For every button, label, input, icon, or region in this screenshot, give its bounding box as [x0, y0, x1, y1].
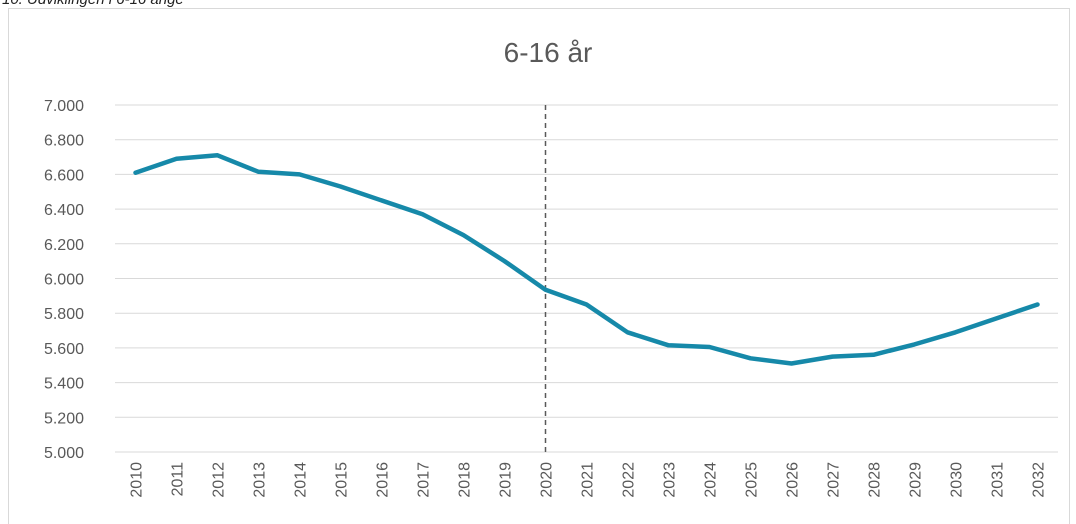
chart-frame — [8, 8, 1070, 524]
chart-title: 6-16 år — [504, 37, 593, 68]
x-tick-label: 2016 — [375, 462, 392, 498]
x-tick-label: 2027 — [826, 462, 843, 498]
y-tick-label: 6.400 — [44, 202, 84, 219]
x-tick-label: 2013 — [252, 462, 269, 498]
x-tick-label: 2024 — [703, 462, 720, 498]
y-tick-label: 6.000 — [44, 272, 84, 289]
x-tick-label: 2011 — [170, 462, 187, 497]
y-tick-label: 6.800 — [44, 133, 84, 150]
x-tick-label: 2019 — [498, 462, 515, 498]
x-tick-label: 2010 — [129, 462, 146, 498]
y-tick-label: 7.000 — [44, 98, 84, 115]
x-tick-label: 2020 — [539, 462, 556, 498]
y-tick-label: 5.000 — [44, 445, 84, 462]
x-tick-label: 2015 — [334, 462, 351, 498]
x-tick-label: 2017 — [416, 462, 433, 498]
y-tick-label: 5.800 — [44, 306, 84, 323]
series-line — [133, 153, 1040, 366]
y-tick-label: 5.400 — [44, 376, 84, 393]
x-tick-label: 2030 — [949, 462, 966, 498]
x-tick-label: 2028 — [867, 462, 884, 498]
x-tick-label: 2014 — [293, 462, 310, 498]
x-tick-label: 2022 — [621, 462, 638, 498]
x-tick-label: 2032 — [1031, 462, 1048, 498]
y-tick-label: 6.200 — [44, 237, 84, 254]
caption: 10. Udviklingen i 6-16 årige — [2, 0, 184, 8]
x-tick-label: 2025 — [744, 462, 761, 498]
x-tick-label: 2029 — [908, 462, 925, 498]
x-tick-label: 2012 — [211, 462, 228, 498]
y-tick-label: 6.600 — [44, 167, 84, 184]
y-tick-label: 5.200 — [44, 410, 84, 427]
x-tick-label: 2031 — [990, 462, 1007, 498]
x-tick-label: 2026 — [785, 462, 802, 498]
x-tick-label: 2018 — [457, 462, 474, 498]
x-tick-label: 2021 — [580, 462, 597, 498]
x-tick-label: 2023 — [662, 462, 679, 498]
y-tick-label: 5.600 — [44, 341, 84, 358]
